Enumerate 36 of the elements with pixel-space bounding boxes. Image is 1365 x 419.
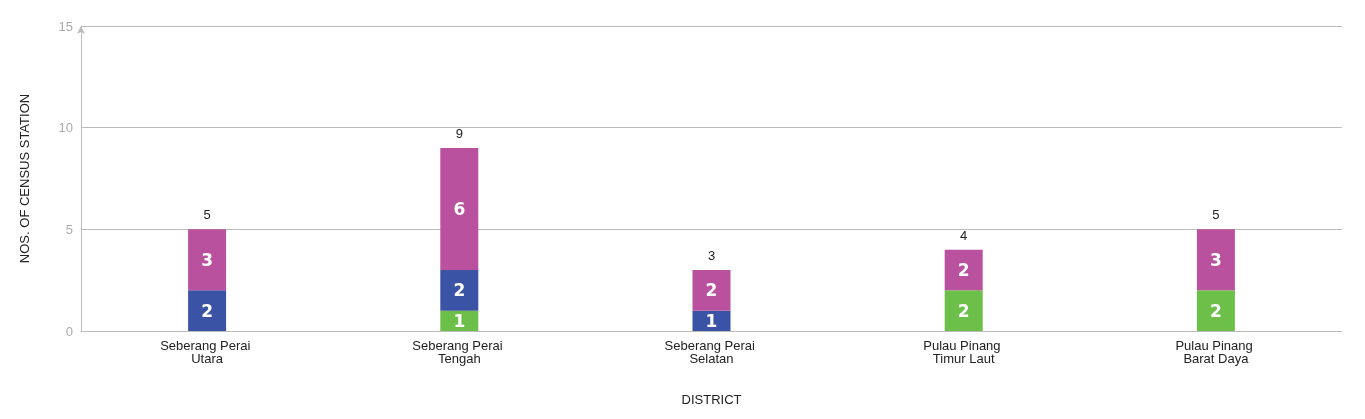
x-tick-label: Seberang Perai Utara [160,338,255,366]
y-tick-label: 0 [65,323,73,339]
x-tick-label: Seberang Perai Selatan [664,338,759,366]
bar [188,290,227,331]
data-label: 1 [705,310,718,331]
data-label: 2 [957,260,970,280]
data-label: 2 [957,300,970,321]
x-tick-label: Seberang Perai Tengah [412,338,507,366]
data-label: 2 [1209,300,1222,321]
data-label: 2 [705,280,718,301]
y-tick-label: 10 [58,120,73,136]
y-tick-label: 5 [65,221,73,237]
total-label: 9 [455,126,463,141]
bar [188,229,227,291]
data-label: 1 [453,310,466,331]
data-label: 3 [201,249,214,270]
bar [944,249,983,291]
data-label: 6 [453,199,466,219]
y-axis-title: NOS. OF CENSUS STATION [17,93,32,264]
total-label: 3 [707,248,716,263]
bar [440,270,479,311]
data-label: 2 [201,300,214,321]
bar [1196,290,1235,331]
bar [944,290,983,331]
bar [440,148,479,270]
data-label: 2 [453,280,466,301]
data-label: 3 [1209,249,1222,270]
x-axis-title: DISTRICT [681,392,742,407]
bar [1196,229,1235,291]
total-label: 4 [960,227,968,243]
x-tick-label: Pulau Pinang Timur Laut [923,338,1005,366]
total-label: 5 [1212,207,1220,223]
bar [692,270,731,311]
y-tick-label: 15 [58,18,73,34]
x-tick-label: Pulau Pinang Barat Daya [1175,338,1257,366]
total-label: 5 [203,207,211,223]
